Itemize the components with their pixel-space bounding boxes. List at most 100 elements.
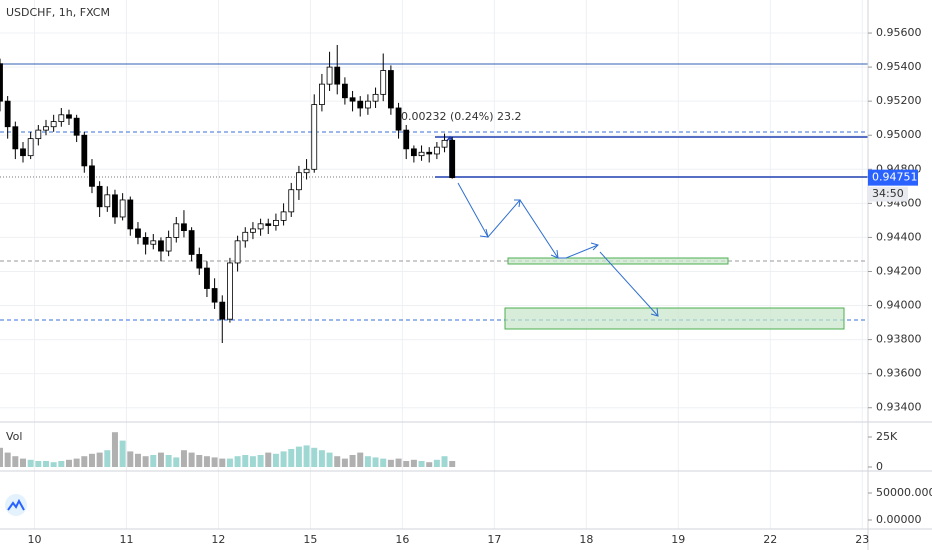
x-tick-label: 10 — [27, 533, 41, 546]
candle-body — [273, 219, 279, 226]
x-tick-label: 19 — [671, 533, 685, 546]
volume-bar — [157, 452, 164, 468]
volume-bar — [134, 453, 141, 468]
candle-body — [173, 223, 180, 238]
candle-body — [89, 165, 95, 187]
candle-body — [418, 151, 425, 157]
arrow-head — [479, 228, 489, 238]
candle-body — [12, 126, 19, 150]
x-tick-label: 11 — [119, 533, 133, 546]
y-tick-label: 0.00000 — [876, 513, 922, 526]
candle-body — [380, 70, 387, 95]
volume-bar — [326, 452, 333, 468]
volume-bar — [180, 450, 187, 468]
y-tick-label: 0.95200 — [876, 94, 922, 107]
y-tick-label: 0.94000 — [876, 299, 922, 312]
x-tick-label: 17 — [487, 533, 501, 546]
y-tick-label: 0.95400 — [876, 60, 922, 73]
volume-bar — [341, 458, 348, 468]
candle-body — [296, 172, 302, 191]
candle-body — [35, 129, 42, 140]
candle-body — [441, 139, 448, 148]
candle-body — [50, 121, 57, 128]
y-tick-label: 0.94200 — [876, 264, 922, 277]
volume-bar — [410, 459, 417, 468]
measure-label: 0.00232 (0.24%) 23.2 — [401, 110, 522, 123]
volume-title: Vol — [6, 430, 22, 443]
volume-bar — [318, 450, 325, 468]
y-tick-label: 50000.00000 — [876, 486, 932, 499]
volume-bar — [211, 457, 218, 468]
volume-bar — [73, 458, 80, 468]
candle-body — [449, 139, 456, 179]
volume-bar — [12, 456, 19, 467]
volume-bar — [395, 458, 402, 468]
candle-body — [426, 151, 433, 155]
volume-bar — [196, 455, 203, 468]
volume-bar — [380, 458, 387, 468]
volume-bar — [303, 445, 310, 468]
candle-body — [257, 223, 264, 230]
volume-bar — [127, 451, 134, 467]
volume-bar — [403, 461, 410, 468]
volume-bar — [119, 440, 126, 468]
y-tick-label: 0 — [876, 460, 883, 473]
candle-body — [43, 126, 49, 131]
candle-body — [410, 148, 417, 157]
volume-bar — [272, 453, 279, 468]
volume-bar — [58, 461, 65, 468]
candle-body — [311, 104, 318, 170]
volume-bar — [349, 455, 356, 468]
arrow-head — [590, 242, 599, 251]
candle-body — [112, 194, 118, 218]
candle-body — [204, 267, 210, 289]
volume-bar — [257, 455, 264, 468]
volume-bar — [42, 461, 49, 468]
volume-bar — [372, 457, 379, 468]
candle-body — [127, 199, 134, 230]
y-tick-label: 0.93400 — [876, 401, 922, 414]
candle-body — [303, 168, 310, 174]
candle-body — [234, 240, 241, 264]
candle-body — [81, 134, 88, 167]
candle-body — [142, 237, 149, 245]
volume-bar — [226, 458, 233, 468]
volume-bar — [311, 447, 318, 468]
volume-bar — [219, 458, 226, 468]
volume-bar — [4, 452, 11, 468]
volume-bar — [295, 446, 302, 467]
candle-body — [27, 138, 34, 157]
volume-bar — [35, 461, 42, 468]
volume-bar — [418, 461, 425, 468]
volume-bar — [150, 455, 157, 468]
candle-body — [334, 66, 341, 85]
candle-body — [288, 189, 295, 213]
volume-bar — [88, 453, 95, 468]
volume-bar — [265, 452, 272, 468]
candle-body — [0, 63, 3, 102]
candle-body — [181, 223, 187, 232]
candle-body — [73, 117, 80, 136]
volume-bar — [142, 456, 149, 467]
candle-body — [433, 146, 440, 155]
candle-body — [135, 228, 141, 238]
candle-body — [150, 240, 157, 245]
candle-body — [395, 107, 402, 131]
volume-bar — [0, 447, 3, 468]
volume-bar — [426, 462, 433, 468]
volume-bar — [96, 452, 103, 468]
candle-body — [66, 114, 72, 119]
target-zone — [504, 307, 845, 330]
y-tick-label: 0.93600 — [876, 367, 922, 380]
volume-bar — [50, 462, 57, 468]
arrow-head — [514, 199, 521, 208]
candle-body — [58, 114, 65, 123]
candle-body — [280, 211, 287, 221]
candle-body — [326, 66, 333, 85]
candle-body — [387, 70, 394, 109]
x-tick-label: 23 — [855, 533, 869, 546]
arrow-head — [650, 307, 659, 317]
volume-bar — [433, 459, 440, 468]
candle-body — [211, 288, 218, 303]
volume-bar — [173, 457, 180, 468]
